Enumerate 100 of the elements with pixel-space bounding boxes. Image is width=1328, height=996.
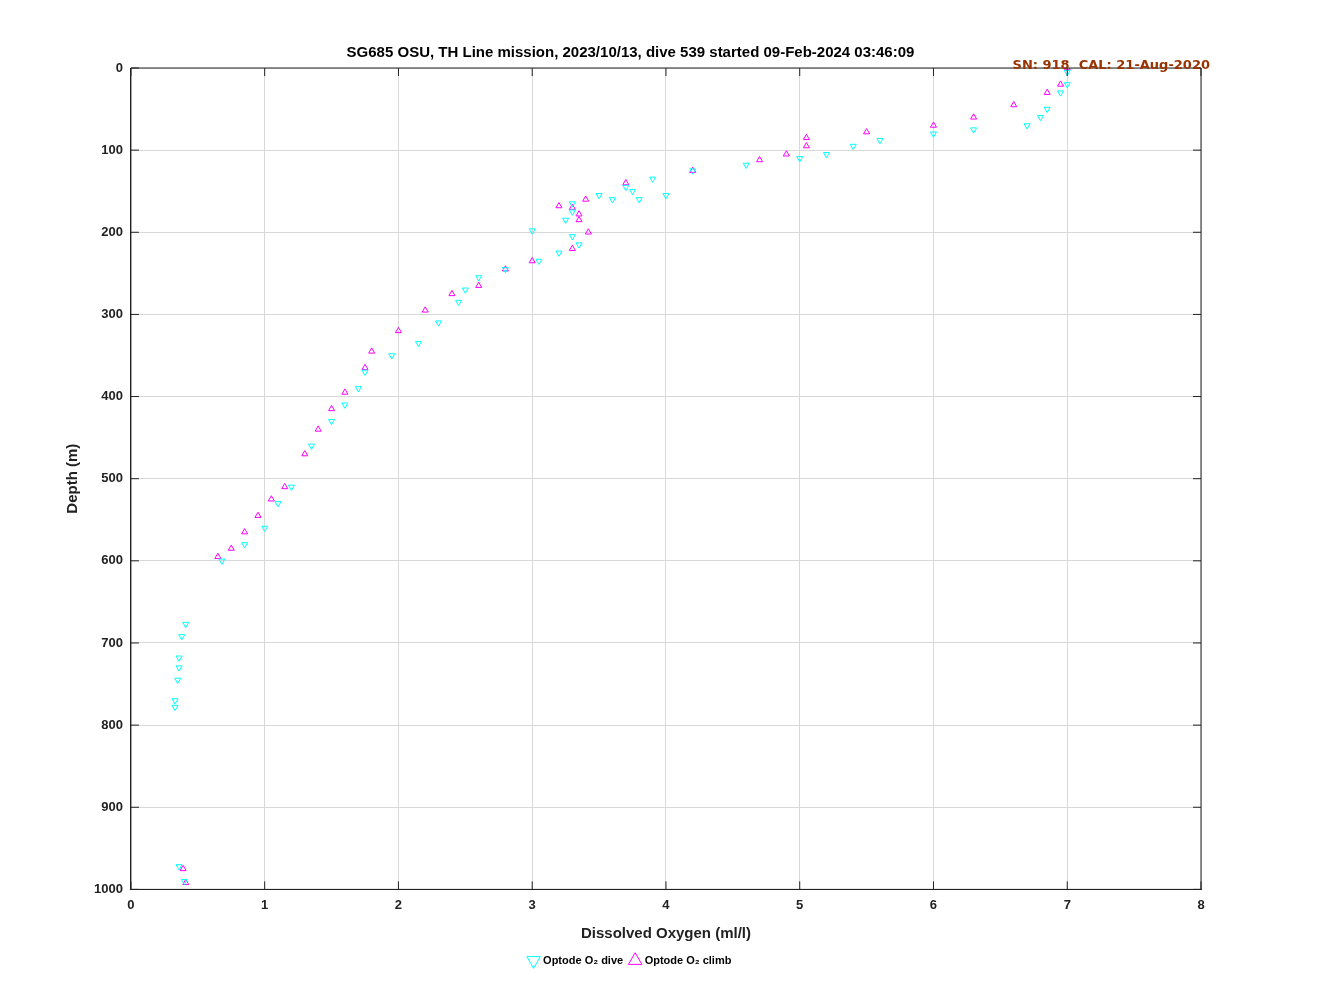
- point: [575, 242, 583, 249]
- annotation: SN: 918 CAL: 21-Aug-2020: [1012, 57, 1210, 72]
- point: [274, 501, 282, 508]
- point: [354, 386, 362, 393]
- point: [179, 864, 187, 872]
- point: [328, 418, 336, 426]
- point: [528, 257, 536, 264]
- point: [301, 450, 309, 457]
- point: [314, 425, 322, 432]
- point: [307, 443, 316, 450]
- point: [555, 202, 563, 209]
- point: [394, 326, 402, 334]
- point: [368, 347, 376, 354]
- point: [174, 677, 182, 684]
- point: [281, 482, 289, 490]
- x-tick-label: 1: [261, 896, 269, 912]
- point: [455, 299, 463, 307]
- y-axis-title: Depth (m): [63, 443, 81, 514]
- point: [802, 142, 810, 149]
- point: [849, 143, 857, 151]
- point: [863, 128, 871, 135]
- y-tick-label: 900: [101, 798, 123, 814]
- point: [175, 665, 183, 672]
- point: [341, 388, 349, 395]
- point: [1057, 80, 1065, 87]
- point: [254, 511, 262, 518]
- point: [1010, 100, 1018, 108]
- y-tick-label: 400: [101, 388, 123, 404]
- point: [796, 156, 804, 163]
- point: [528, 228, 536, 235]
- y-tick-label: 700: [101, 634, 123, 650]
- point: [742, 162, 750, 169]
- point: [595, 193, 603, 200]
- point: [628, 188, 637, 196]
- point: [175, 864, 183, 871]
- point: [555, 250, 563, 257]
- point: [171, 704, 179, 712]
- legend-label: Optode O₂ climb: [644, 953, 732, 966]
- point: [214, 552, 222, 559]
- x-tick-label: 7: [1063, 896, 1071, 912]
- x-tick-label: 5: [796, 896, 804, 912]
- point: [970, 113, 978, 120]
- point: [635, 197, 643, 204]
- point: [241, 542, 249, 549]
- y-tick-label: 800: [101, 716, 123, 732]
- y-tick-label: 600: [101, 552, 123, 568]
- point: [929, 131, 938, 138]
- point: [341, 402, 349, 409]
- point: [929, 121, 938, 128]
- point: [568, 234, 576, 241]
- x-tick-label: 3: [528, 896, 536, 912]
- point: [448, 289, 456, 297]
- point: [575, 215, 583, 223]
- point: [535, 258, 543, 266]
- point: [328, 404, 336, 412]
- point: [582, 195, 590, 202]
- x-tick-label: 2: [394, 896, 403, 912]
- point: [241, 528, 249, 535]
- point: [227, 544, 235, 551]
- point: [584, 228, 592, 235]
- point: [622, 184, 630, 192]
- point: [608, 197, 616, 204]
- x-tick-label: 8: [1197, 896, 1205, 912]
- point: [1036, 115, 1045, 122]
- point: [575, 210, 583, 217]
- point: [475, 275, 483, 282]
- point: [435, 320, 443, 327]
- y-tick-label: 1000: [94, 880, 123, 896]
- y-tick-label: 0: [115, 59, 123, 75]
- point: [421, 306, 429, 313]
- point: [1057, 90, 1065, 97]
- x-tick-label: 0: [127, 896, 135, 912]
- point: [802, 133, 810, 141]
- point: [261, 525, 269, 532]
- point: [1023, 123, 1031, 130]
- point: [361, 369, 369, 376]
- chart-title: SG685 OSU, TH Line mission, 2023/10/13, dive 539 started 09-Feb-2024 03:46:09: [346, 43, 915, 61]
- point: [1063, 69, 1071, 77]
- point: [782, 150, 790, 157]
- point: [568, 244, 576, 251]
- point: [876, 138, 884, 145]
- point: [182, 621, 190, 629]
- point: [662, 193, 670, 200]
- point: [756, 156, 764, 163]
- point: [461, 287, 469, 294]
- point: [622, 179, 630, 186]
- legend-label: Optode O₂ dive: [543, 953, 624, 966]
- point: [388, 353, 396, 360]
- point: [218, 558, 226, 565]
- point: [267, 495, 275, 502]
- point: [414, 340, 423, 348]
- point: [822, 152, 830, 159]
- y-tick-label: 100: [101, 141, 123, 157]
- point: [175, 655, 183, 662]
- point: [568, 209, 576, 216]
- y-tick-label: 300: [101, 306, 123, 321]
- point: [475, 281, 483, 288]
- x-axis-title: Dissolved Oxygen (ml/l): [580, 924, 751, 942]
- point: [1063, 82, 1071, 89]
- point: [562, 217, 570, 224]
